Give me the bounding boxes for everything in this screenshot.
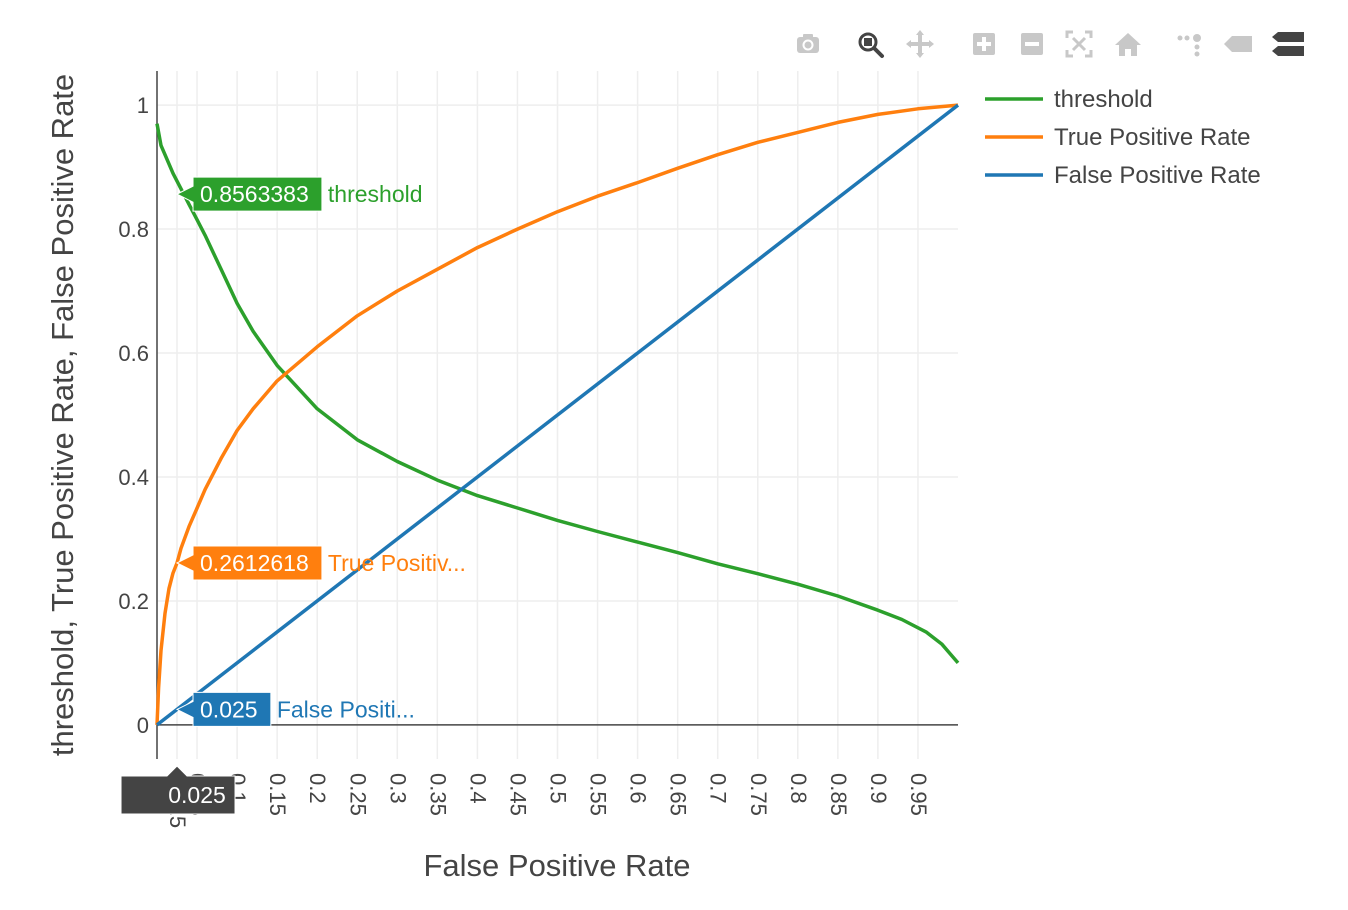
x-tick-label: 0.55 bbox=[586, 773, 611, 816]
spike-lines-icon bbox=[1177, 34, 1201, 57]
plot-series bbox=[155, 103, 960, 727]
x-hover-label: 0.025 bbox=[120, 765, 236, 815]
hover-label: 0.025 False Positi... bbox=[175, 691, 415, 727]
zoom-in-icon bbox=[973, 33, 995, 55]
pan-icon bbox=[906, 30, 934, 58]
zoom-in-button[interactable] bbox=[966, 26, 1002, 62]
y-tick-label: 0 bbox=[137, 713, 149, 738]
legend-item[interactable]: False Positive Rate bbox=[985, 162, 1261, 189]
y-tick-label: 0.4 bbox=[118, 465, 149, 490]
x-tick-label: 0.75 bbox=[746, 773, 771, 816]
legend: threshold True Positive Rate False Positiv… bbox=[985, 86, 1261, 189]
hover-labels: 0.8563383 threshold 0.2612618 True Positiv.… bbox=[120, 176, 466, 815]
x-tick-label: 0.45 bbox=[505, 773, 530, 816]
hover-label-box bbox=[175, 176, 323, 212]
legend-label: threshold bbox=[1054, 86, 1153, 113]
pan-button[interactable] bbox=[902, 26, 938, 62]
hover-label-value: 0.025 bbox=[200, 696, 258, 722]
hover-closest-button[interactable] bbox=[1220, 26, 1256, 62]
camera-button[interactable] bbox=[790, 26, 826, 62]
hover-label: 0.2612618 True Positiv... bbox=[175, 545, 466, 581]
x-tick-label: 0.65 bbox=[666, 773, 691, 816]
x-tick-label: 0.5 bbox=[546, 773, 571, 804]
y-tick-label: 0.6 bbox=[118, 341, 149, 366]
x-tick-label: 0.6 bbox=[626, 773, 651, 804]
series-line-false-positive-rate bbox=[155, 103, 960, 727]
x-tick-label: 0.15 bbox=[265, 773, 290, 816]
zoom-button[interactable] bbox=[853, 26, 889, 62]
x-axis-title: False Positive Rate bbox=[423, 848, 690, 883]
y-axis-title: threshold, True Positive Rate, False Pos… bbox=[45, 74, 80, 756]
zoom-icon bbox=[858, 32, 884, 58]
hover-label-name: True Positiv... bbox=[328, 550, 466, 576]
x-tick-label: 0.9 bbox=[866, 773, 891, 804]
hover-compare-icon bbox=[1272, 32, 1304, 56]
x-tick-label: 0.95 bbox=[906, 773, 931, 816]
reset-axes-button[interactable] bbox=[1110, 26, 1146, 62]
hover-label-name: False Positi... bbox=[277, 696, 415, 722]
series-line-true-positive-rate bbox=[155, 103, 959, 725]
x-tick-label: 0.8 bbox=[786, 773, 811, 804]
x-hover-value: 0.025 bbox=[168, 782, 226, 808]
y-tick-label: 0.8 bbox=[118, 217, 149, 242]
reset-axes-icon bbox=[1115, 33, 1141, 56]
hover-label-name: threshold bbox=[328, 181, 423, 207]
x-tick-label: 0.2 bbox=[305, 773, 330, 804]
x-tick-label: 0.25 bbox=[345, 773, 370, 816]
series-line-threshold bbox=[155, 123, 960, 665]
hover-label-box bbox=[175, 545, 323, 581]
x-hover-box bbox=[120, 765, 236, 815]
hover-label-value: 0.8563383 bbox=[200, 181, 309, 207]
x-tick-label: 0.7 bbox=[706, 773, 731, 804]
x-tick-label: 0.4 bbox=[465, 773, 490, 804]
zoom-out-icon bbox=[1021, 33, 1043, 55]
x-tick-label: 0.35 bbox=[425, 773, 450, 816]
spike-lines-button[interactable] bbox=[1170, 26, 1206, 62]
camera-icon bbox=[797, 34, 819, 53]
x-tick-label: 0.85 bbox=[826, 773, 851, 816]
autoscale-button[interactable] bbox=[1061, 26, 1097, 62]
legend-item[interactable]: threshold bbox=[985, 86, 1153, 113]
autoscale-icon bbox=[1065, 30, 1093, 58]
hover-compare-button[interactable] bbox=[1270, 26, 1306, 62]
legend-item[interactable]: True Positive Rate bbox=[985, 124, 1251, 151]
hover-label-box bbox=[175, 691, 272, 727]
y-tick-label: 0.2 bbox=[118, 589, 149, 614]
zoom-out-button[interactable] bbox=[1014, 26, 1050, 62]
legend-label: True Positive Rate bbox=[1054, 124, 1251, 151]
hover-label: 0.8563383 threshold bbox=[175, 176, 423, 212]
hover-label-value: 0.2612618 bbox=[200, 550, 309, 576]
x-tick-label: 0.3 bbox=[385, 773, 410, 804]
legend-label: False Positive Rate bbox=[1054, 162, 1261, 189]
hover-closest-icon bbox=[1224, 36, 1252, 52]
y-tick-label: 1 bbox=[137, 93, 149, 118]
